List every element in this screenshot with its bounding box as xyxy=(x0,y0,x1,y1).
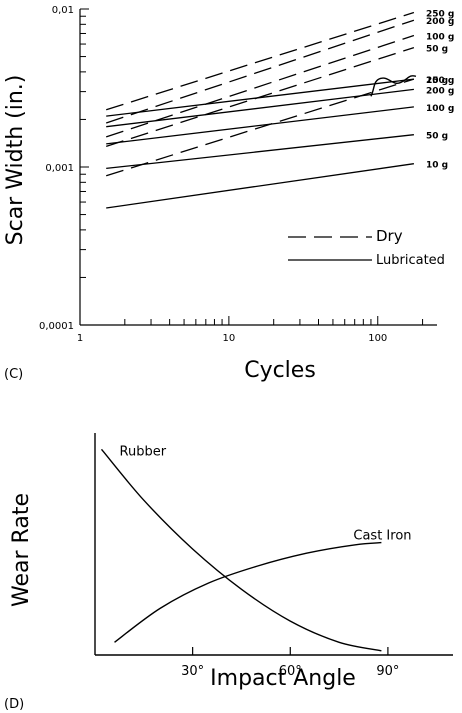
series-label: 200 g xyxy=(426,17,454,27)
series-dry-10g xyxy=(106,78,415,177)
panel-d-ticks xyxy=(192,647,389,655)
series-lubricated-100g xyxy=(106,106,414,145)
series-label: Cast Iron xyxy=(353,529,411,544)
series-label: 100 g xyxy=(426,32,454,42)
panel-d-wear-rate-chart: 30° 60° 90° Rubber Cast Iron Impact Angle W… xyxy=(4,433,453,712)
series-lubricated-50g xyxy=(106,134,414,170)
series-label: Rubber xyxy=(120,444,167,459)
series-label: 200 g xyxy=(426,86,454,96)
panel-d-series-labels: Rubber Cast Iron xyxy=(120,444,412,543)
x-tick-label: 1 xyxy=(77,333,83,344)
x-tick-label: 60° xyxy=(279,664,302,679)
y-tick-label: 0,001 xyxy=(45,163,74,174)
panel-c-tick-labels: 1 10 100 0,0001 0,001 0,01 xyxy=(39,5,387,344)
panel-d-x-axis-title: Impact Angle xyxy=(210,666,356,691)
series-label: 10 g xyxy=(426,76,448,86)
panel-d-tick-labels: 30° 60° 90° xyxy=(181,664,399,679)
panel-c-transition-squiggle xyxy=(370,75,417,97)
panel-c-legend: Dry Lubricated xyxy=(288,227,445,268)
series-label: 250 g xyxy=(426,10,454,20)
x-tick-label: 10 xyxy=(223,333,236,344)
legend-dry-label: Dry xyxy=(376,227,403,245)
x-tick-label: 100 xyxy=(368,333,387,344)
series-dry-250g xyxy=(106,11,415,111)
panel-c-y-axis-title: Scar Width (in.) xyxy=(3,75,28,246)
legend-lubricated-label: Lubricated xyxy=(376,253,445,268)
y-tick-label: 0,0001 xyxy=(39,321,74,332)
series-label: 50 g xyxy=(426,45,448,55)
x-tick-label: 90° xyxy=(376,664,399,679)
x-tick-label: 30° xyxy=(181,664,204,679)
panel-d-y-axis-title: Wear Rate xyxy=(9,493,34,607)
series-rubber xyxy=(100,448,382,652)
series-label: 100 g xyxy=(426,104,454,114)
series-lubricated-200g xyxy=(106,88,414,128)
series-cast-iron xyxy=(114,541,382,643)
series-lubricated-250g xyxy=(106,78,414,117)
panel-c-ticks xyxy=(79,8,424,326)
panel-d-label: (D) xyxy=(4,697,24,712)
series-label: 50 g xyxy=(426,132,448,142)
panel-d-series xyxy=(100,448,382,652)
series-dry-200g xyxy=(105,19,415,124)
panel-c-x-axis-title: Cycles xyxy=(244,358,316,383)
panel-c-series xyxy=(105,11,415,209)
y-tick-label: 0,01 xyxy=(52,5,74,16)
series-label: 10 g xyxy=(426,161,448,171)
series-label: 250 g xyxy=(426,76,454,86)
panel-c-label: (C) xyxy=(4,367,23,382)
series-lubricated-10g xyxy=(106,163,414,209)
